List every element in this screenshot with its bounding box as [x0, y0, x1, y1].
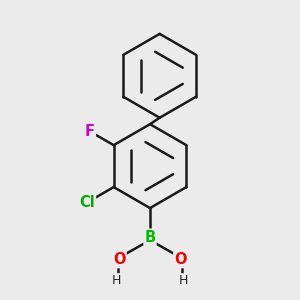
Text: H: H [179, 274, 189, 287]
Text: H: H [111, 274, 121, 287]
Text: O: O [113, 252, 126, 267]
Text: Cl: Cl [79, 195, 95, 210]
Text: F: F [85, 124, 95, 139]
Text: O: O [174, 252, 187, 267]
Text: B: B [144, 230, 156, 244]
